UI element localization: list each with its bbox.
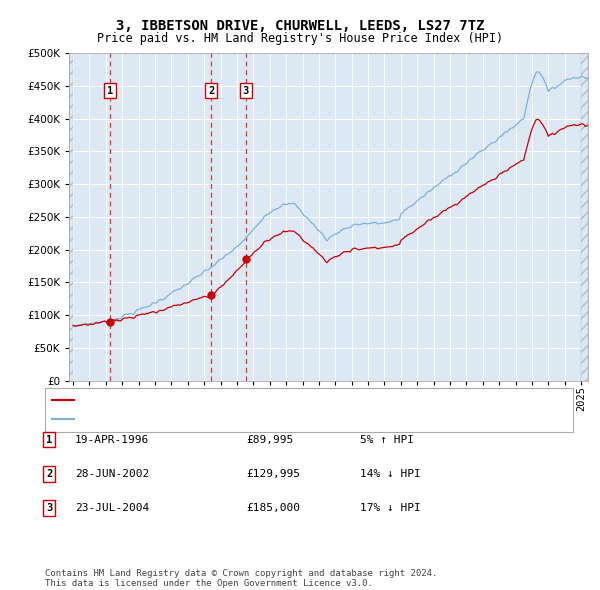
Text: 17% ↓ HPI: 17% ↓ HPI: [360, 503, 421, 513]
Polygon shape: [69, 53, 73, 381]
Text: 2: 2: [46, 469, 52, 478]
Text: 1: 1: [46, 435, 52, 444]
Text: 3, IBBETSON DRIVE, CHURWELL, LEEDS, LS27 7TZ (detached house): 3, IBBETSON DRIVE, CHURWELL, LEEDS, LS27…: [79, 395, 460, 405]
Text: 14% ↓ HPI: 14% ↓ HPI: [360, 469, 421, 478]
Text: 3: 3: [46, 503, 52, 513]
Text: £185,000: £185,000: [246, 503, 300, 513]
Text: 1: 1: [107, 86, 113, 96]
Text: 5% ↑ HPI: 5% ↑ HPI: [360, 435, 414, 444]
Text: £129,995: £129,995: [246, 469, 300, 478]
Text: Contains HM Land Registry data © Crown copyright and database right 2024.
This d: Contains HM Land Registry data © Crown c…: [45, 569, 437, 588]
Text: 3, IBBETSON DRIVE, CHURWELL, LEEDS, LS27 7TZ: 3, IBBETSON DRIVE, CHURWELL, LEEDS, LS27…: [116, 19, 484, 33]
Text: 3: 3: [243, 86, 249, 96]
Text: HPI: Average price, detached house, Leeds: HPI: Average price, detached house, Leed…: [79, 415, 335, 424]
Text: 2: 2: [208, 86, 214, 96]
Text: Price paid vs. HM Land Registry's House Price Index (HPI): Price paid vs. HM Land Registry's House …: [97, 32, 503, 45]
Polygon shape: [581, 53, 588, 381]
Text: £89,995: £89,995: [246, 435, 293, 444]
Text: 28-JUN-2002: 28-JUN-2002: [75, 469, 149, 478]
Text: 19-APR-1996: 19-APR-1996: [75, 435, 149, 444]
Text: 23-JUL-2004: 23-JUL-2004: [75, 503, 149, 513]
